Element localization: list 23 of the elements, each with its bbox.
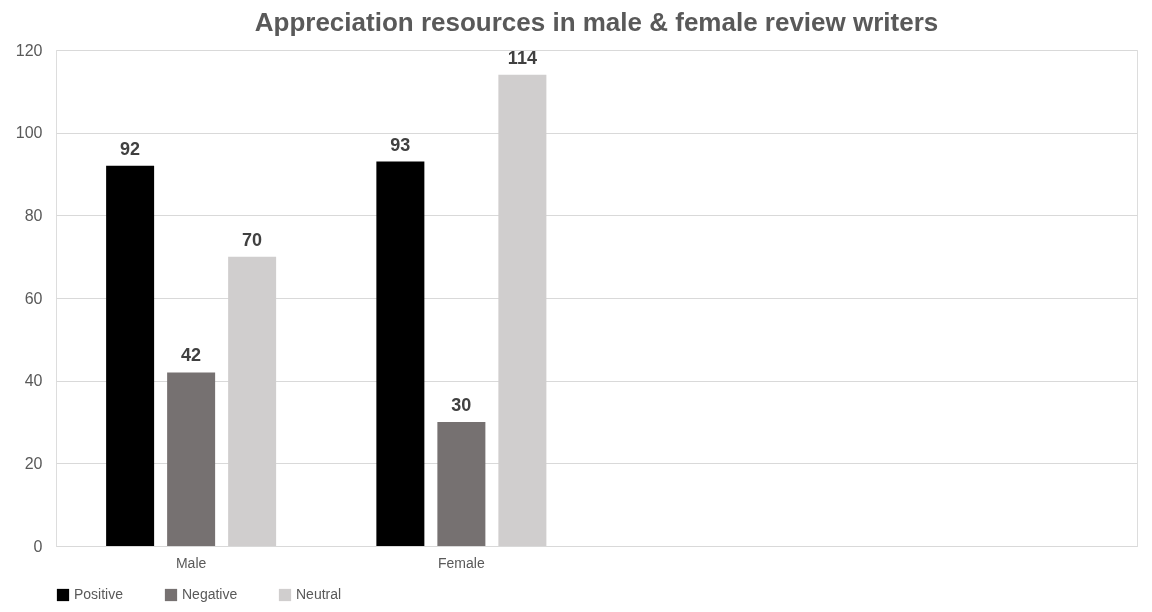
y-tick-label: 80 — [24, 206, 43, 224]
bar — [106, 165, 155, 546]
data-label: 93 — [390, 134, 411, 155]
chart-title: Appreciation resources in male & female review writers — [254, 7, 939, 37]
data-label: 30 — [451, 395, 472, 415]
data-label: 70 — [242, 229, 263, 250]
y-tick-label: 60 — [24, 289, 43, 307]
legend-label: Neutral — [296, 586, 342, 602]
bar — [437, 422, 486, 546]
legend-label: Positive — [74, 586, 124, 602]
y-tick-label: 100 — [15, 124, 43, 142]
data-label: 114 — [507, 47, 537, 68]
bar — [376, 161, 425, 546]
legend-label: Negative — [182, 586, 238, 602]
data-label: 92 — [120, 138, 141, 159]
bar — [167, 372, 216, 546]
y-tick-label: 20 — [24, 454, 43, 472]
x-tick-label: Female — [438, 554, 485, 571]
y-tick-label: 0 — [33, 537, 43, 555]
y-tick-label: 40 — [24, 372, 43, 390]
y-tick-label: 120 — [15, 41, 43, 59]
x-tick-label: Male — [175, 554, 207, 571]
data-label: 42 — [181, 345, 202, 366]
